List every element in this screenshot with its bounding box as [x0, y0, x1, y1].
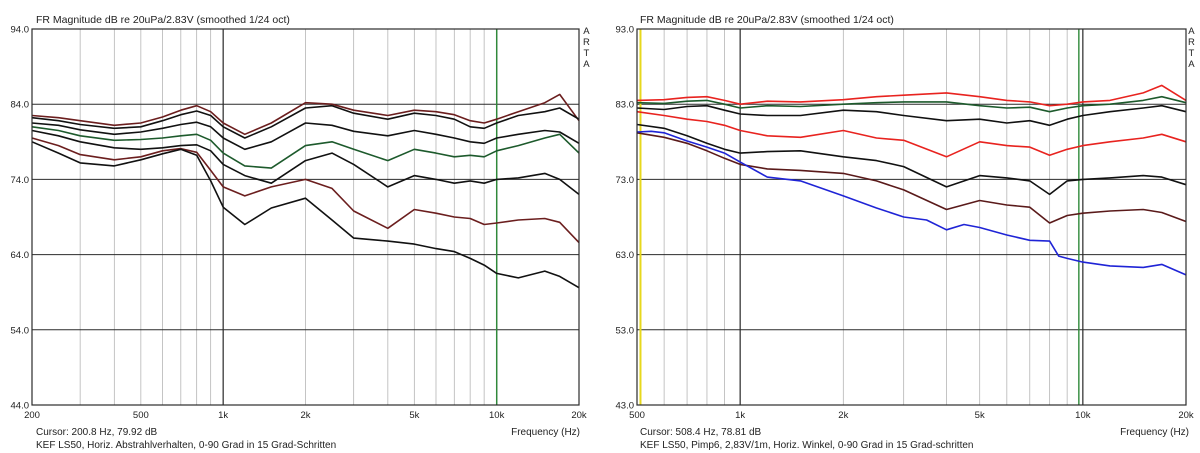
series-line	[636, 132, 1187, 224]
y-tick-label: 94.0	[11, 25, 30, 36]
series-line	[636, 95, 1187, 113]
series-line	[31, 93, 580, 136]
arta-label: A R T A	[1188, 26, 1195, 70]
chart-description: KEF LS50, Horiz. Abstrahlverhalten, 0-90…	[36, 440, 337, 451]
y-tick-label: 43.0	[616, 401, 635, 412]
cursor-readout: Cursor: 508.4 Hz, 78.81 dB	[640, 427, 762, 438]
x-tick-label: 500	[133, 410, 149, 421]
y-tick-label: 84.0	[11, 100, 30, 111]
right-chart-panel: 93.0 83.0 73.0 63.0 53.0 43.0 500 1k 2k 5k 10k 20k …	[600, 0, 1200, 453]
series-line	[636, 130, 1187, 276]
arta-letter: A	[1188, 26, 1195, 37]
x-axis-label: Frequency (Hz)	[511, 427, 580, 438]
x-tick-label: 20k	[571, 410, 587, 421]
x-tick-label: 10k	[1075, 410, 1091, 421]
x-tick-label: 2k	[300, 410, 310, 421]
x-tick-label: 5k	[975, 410, 985, 421]
x-tick-label: 500	[629, 410, 645, 421]
arta-letter: A	[1188, 59, 1195, 70]
series-line	[636, 84, 1187, 107]
arta-letter: R	[1188, 37, 1195, 48]
series-line	[636, 110, 1187, 158]
y-tick-label: 74.0	[11, 175, 30, 186]
series-line	[31, 141, 580, 289]
series-line	[636, 104, 1187, 127]
y-tick-label: 54.0	[11, 325, 30, 336]
series-line	[31, 126, 580, 169]
x-tick-label: 1k	[735, 410, 745, 421]
x-tick-label: 5k	[409, 410, 419, 421]
chart-description: KEF LS50, Pimp6, 2,83V/1m, Horiz. Winkel…	[640, 440, 974, 451]
x-axis-label: Frequency (Hz)	[1120, 427, 1189, 438]
cursor-readout: Cursor: 200.8 Hz, 79.92 dB	[36, 427, 158, 438]
plot-area	[637, 29, 1186, 405]
series-line	[31, 137, 580, 244]
arta-letter: A	[583, 59, 590, 70]
series-line	[31, 104, 580, 139]
series-line	[31, 121, 580, 151]
y-tick-label: 44.0	[11, 401, 30, 412]
y-tick-label: 64.0	[11, 250, 30, 261]
x-tick-label: 1k	[218, 410, 228, 421]
arta-letter: R	[583, 37, 590, 48]
y-tick-label: 73.0	[616, 175, 635, 186]
arta-letter: T	[1188, 48, 1195, 59]
arta-label: A R T A	[583, 26, 590, 70]
x-tick-label: 10k	[489, 410, 505, 421]
chart-title: FR Magnitude dB re 20uPa/2.83V (smoothed…	[36, 14, 290, 26]
chart-title: FR Magnitude dB re 20uPa/2.83V (smoothed…	[640, 14, 894, 26]
plot-frame	[31, 28, 580, 406]
plot-frame	[636, 28, 1187, 406]
left-chart-panel: 94.0 84.0 74.0 64.0 54.0 44.0 200 500 1k 2k 5k 10k 2…	[11, 14, 590, 451]
x-tick-label: 20k	[1178, 410, 1194, 421]
series-line	[636, 123, 1187, 196]
arta-letter: A	[583, 26, 590, 37]
arta-letter: T	[583, 48, 590, 59]
y-tick-label: 83.0	[616, 100, 635, 111]
y-tick-label: 93.0	[616, 25, 635, 36]
x-tick-label: 200	[24, 410, 40, 421]
y-tick-label: 63.0	[616, 250, 635, 261]
y-tick-label: 53.0	[616, 325, 635, 336]
x-tick-label: 2k	[838, 410, 848, 421]
series-line	[31, 129, 580, 196]
